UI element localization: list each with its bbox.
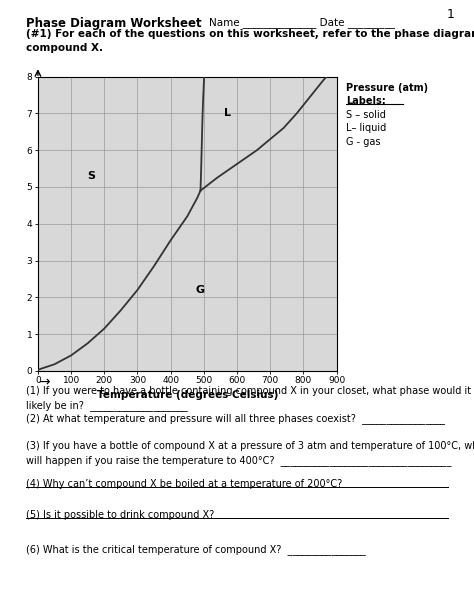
Text: (3) If you have a bottle of compound X at a pressure of 3 atm and temperature of: (3) If you have a bottle of compound X a… <box>26 441 474 466</box>
Text: (5) Is it possible to drink compound X?: (5) Is it possible to drink compound X? <box>26 510 214 520</box>
Text: G: G <box>196 285 205 295</box>
Text: S – solid: S – solid <box>346 110 386 120</box>
Text: →: → <box>38 375 50 389</box>
Text: Labels:: Labels: <box>346 96 386 106</box>
Text: S: S <box>87 171 95 181</box>
Text: G - gas: G - gas <box>346 137 381 147</box>
Text: Name ______________ Date _________: Name ______________ Date _________ <box>209 17 394 28</box>
Text: (6) What is the critical temperature of compound X?  ________________: (6) What is the critical temperature of … <box>26 544 366 555</box>
Text: Phase Diagram Worksheet: Phase Diagram Worksheet <box>26 17 202 30</box>
Text: 1: 1 <box>447 8 455 21</box>
Text: (2) At what temperature and pressure will all three phases coexist?  ___________: (2) At what temperature and pressure wil… <box>26 413 445 424</box>
Text: Pressure (atm): Pressure (atm) <box>346 83 428 93</box>
Text: (4) Why can’t compound X be boiled at a temperature of 200°C?: (4) Why can’t compound X be boiled at a … <box>26 479 342 489</box>
Text: L– liquid: L– liquid <box>346 123 386 133</box>
Text: L: L <box>224 109 230 118</box>
X-axis label: Temperature (degrees Celsius): Temperature (degrees Celsius) <box>97 390 278 400</box>
Text: (1) If you were to have a bottle containing compound X in your closet, what phas: (1) If you were to have a bottle contain… <box>26 386 474 411</box>
Text: (#1) For each of the questions on this worksheet, refer to the phase diagram for: (#1) For each of the questions on this w… <box>26 29 474 53</box>
